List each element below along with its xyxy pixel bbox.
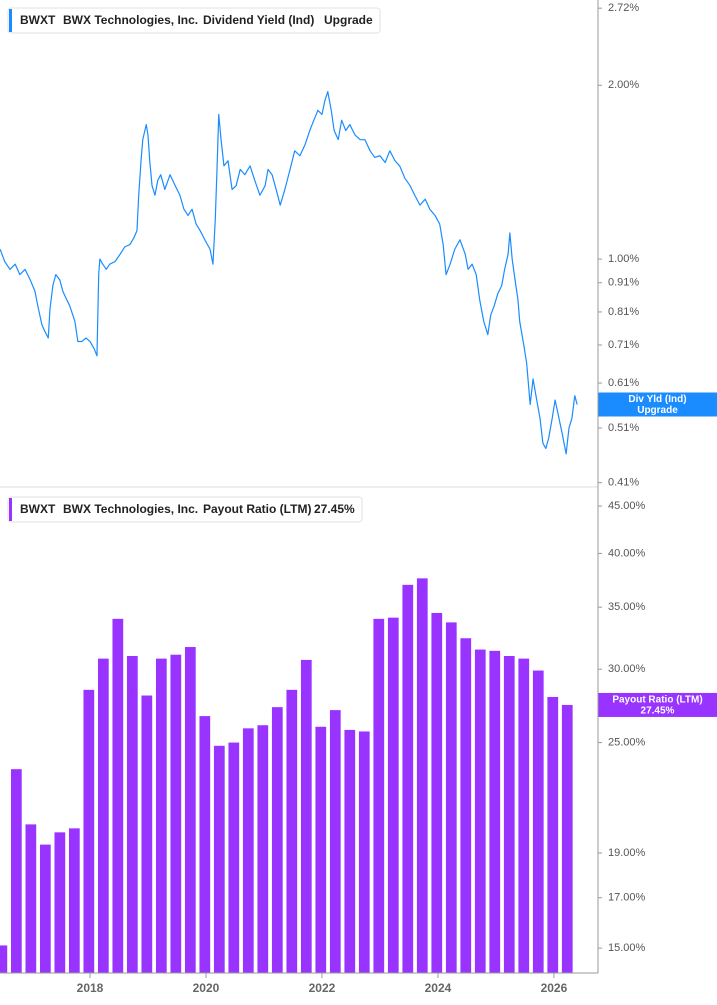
y-tick-label: 30.00% bbox=[608, 663, 646, 675]
y-tick-label: 35.00% bbox=[608, 601, 646, 613]
bar bbox=[0, 945, 8, 973]
tag-status: Upgrade bbox=[637, 405, 678, 416]
bar bbox=[518, 658, 530, 973]
bar bbox=[300, 659, 312, 973]
bar bbox=[402, 584, 414, 973]
legend-top: BWXT BWX Technologies, Inc. Dividend Yie… bbox=[7, 7, 381, 34]
value-tag: Payout Ratio (LTM)27.45% bbox=[598, 692, 717, 717]
bar bbox=[460, 638, 472, 973]
y-tick-label: 17.00% bbox=[608, 892, 646, 904]
bar bbox=[242, 728, 254, 973]
bar bbox=[54, 832, 66, 973]
bar bbox=[474, 649, 486, 973]
bar bbox=[547, 696, 559, 973]
bar bbox=[329, 710, 341, 973]
bar bbox=[387, 617, 399, 973]
bar bbox=[271, 707, 283, 973]
y-tick-label: 2.72% bbox=[608, 2, 639, 14]
bar bbox=[25, 824, 37, 973]
y-tick-label: 0.51% bbox=[608, 422, 639, 434]
bar bbox=[141, 695, 153, 973]
bar bbox=[199, 716, 211, 973]
legend-box bbox=[7, 7, 381, 34]
value-tag-box bbox=[598, 692, 717, 717]
bar bbox=[431, 612, 443, 973]
bar bbox=[373, 618, 385, 973]
series-name: Dividend Yield (Ind) bbox=[203, 13, 314, 27]
bar bbox=[184, 647, 196, 973]
bar bbox=[155, 658, 167, 973]
ticker: BWXT bbox=[20, 502, 56, 516]
y-tick-label: 2.00% bbox=[608, 79, 639, 91]
bar bbox=[213, 745, 225, 973]
bar bbox=[489, 650, 501, 973]
legend-bottom: BWXT BWX Technologies, Inc. Payout Ratio… bbox=[7, 496, 363, 523]
bar bbox=[286, 689, 298, 973]
x-tick-label: 2026 bbox=[541, 981, 568, 995]
bar bbox=[126, 656, 138, 973]
bar bbox=[561, 704, 573, 973]
x-tick-label: 2024 bbox=[425, 981, 452, 995]
bar bbox=[68, 828, 80, 973]
company: BWX Technologies, Inc. bbox=[63, 13, 198, 27]
y-tick-label: 40.00% bbox=[608, 547, 646, 559]
bar bbox=[445, 622, 457, 973]
bar bbox=[503, 656, 515, 973]
bar bbox=[344, 729, 356, 973]
value-tag-box bbox=[598, 392, 717, 417]
bar bbox=[257, 725, 269, 973]
tag-label: Payout Ratio (LTM) bbox=[612, 695, 702, 706]
bar bbox=[10, 769, 22, 973]
bar bbox=[315, 726, 327, 973]
x-tick-label: 2018 bbox=[77, 981, 104, 995]
bar bbox=[358, 731, 370, 973]
y-tick-label: 0.71% bbox=[608, 339, 639, 351]
y-tick-label: 45.00% bbox=[608, 500, 646, 512]
upgrade-link[interactable]: Upgrade bbox=[324, 13, 373, 27]
x-tick-label: 2022 bbox=[309, 981, 336, 995]
panel: 45.00% 40.00% 35.00% 30.00% 25.00% 19.00% 17.0… bbox=[0, 500, 717, 995]
bar bbox=[170, 654, 182, 973]
panel: 2.72% 2.00% 1.00% 0.91% 0.81% 0.71% 0.61% 0.51%… bbox=[0, 2, 717, 489]
y-tick-label: 19.00% bbox=[608, 847, 646, 859]
bar bbox=[532, 670, 544, 973]
company: BWX Technologies, Inc. bbox=[63, 502, 198, 516]
tag-label: Div Yld (Ind) bbox=[628, 394, 686, 405]
bar bbox=[228, 742, 240, 973]
y-tick-label: 25.00% bbox=[608, 736, 646, 748]
y-tick-label: 0.91% bbox=[608, 277, 639, 289]
bar bbox=[83, 689, 95, 973]
tag-value: 27.45% bbox=[641, 706, 675, 717]
bar bbox=[112, 618, 124, 973]
bar bbox=[39, 844, 51, 973]
y-tick-label: 15.00% bbox=[608, 942, 646, 954]
legend-swatch bbox=[9, 498, 12, 521]
x-tick-label: 2020 bbox=[193, 981, 220, 995]
legend-swatch bbox=[9, 9, 12, 32]
value-tag: Div Yld (Ind)Upgrade bbox=[598, 392, 717, 417]
bar bbox=[416, 578, 428, 973]
bar bbox=[97, 658, 109, 973]
y-tick-label: 1.00% bbox=[608, 253, 639, 265]
y-tick-label: 0.61% bbox=[608, 377, 639, 389]
current-value: 27.45% bbox=[314, 502, 355, 516]
legend-box bbox=[7, 496, 363, 523]
y-tick-label: 0.41% bbox=[608, 477, 639, 489]
ticker: BWXT bbox=[20, 13, 56, 27]
series-name: Payout Ratio (LTM) bbox=[203, 502, 311, 516]
line bbox=[0, 91, 578, 455]
y-tick-label: 0.81% bbox=[608, 306, 639, 318]
